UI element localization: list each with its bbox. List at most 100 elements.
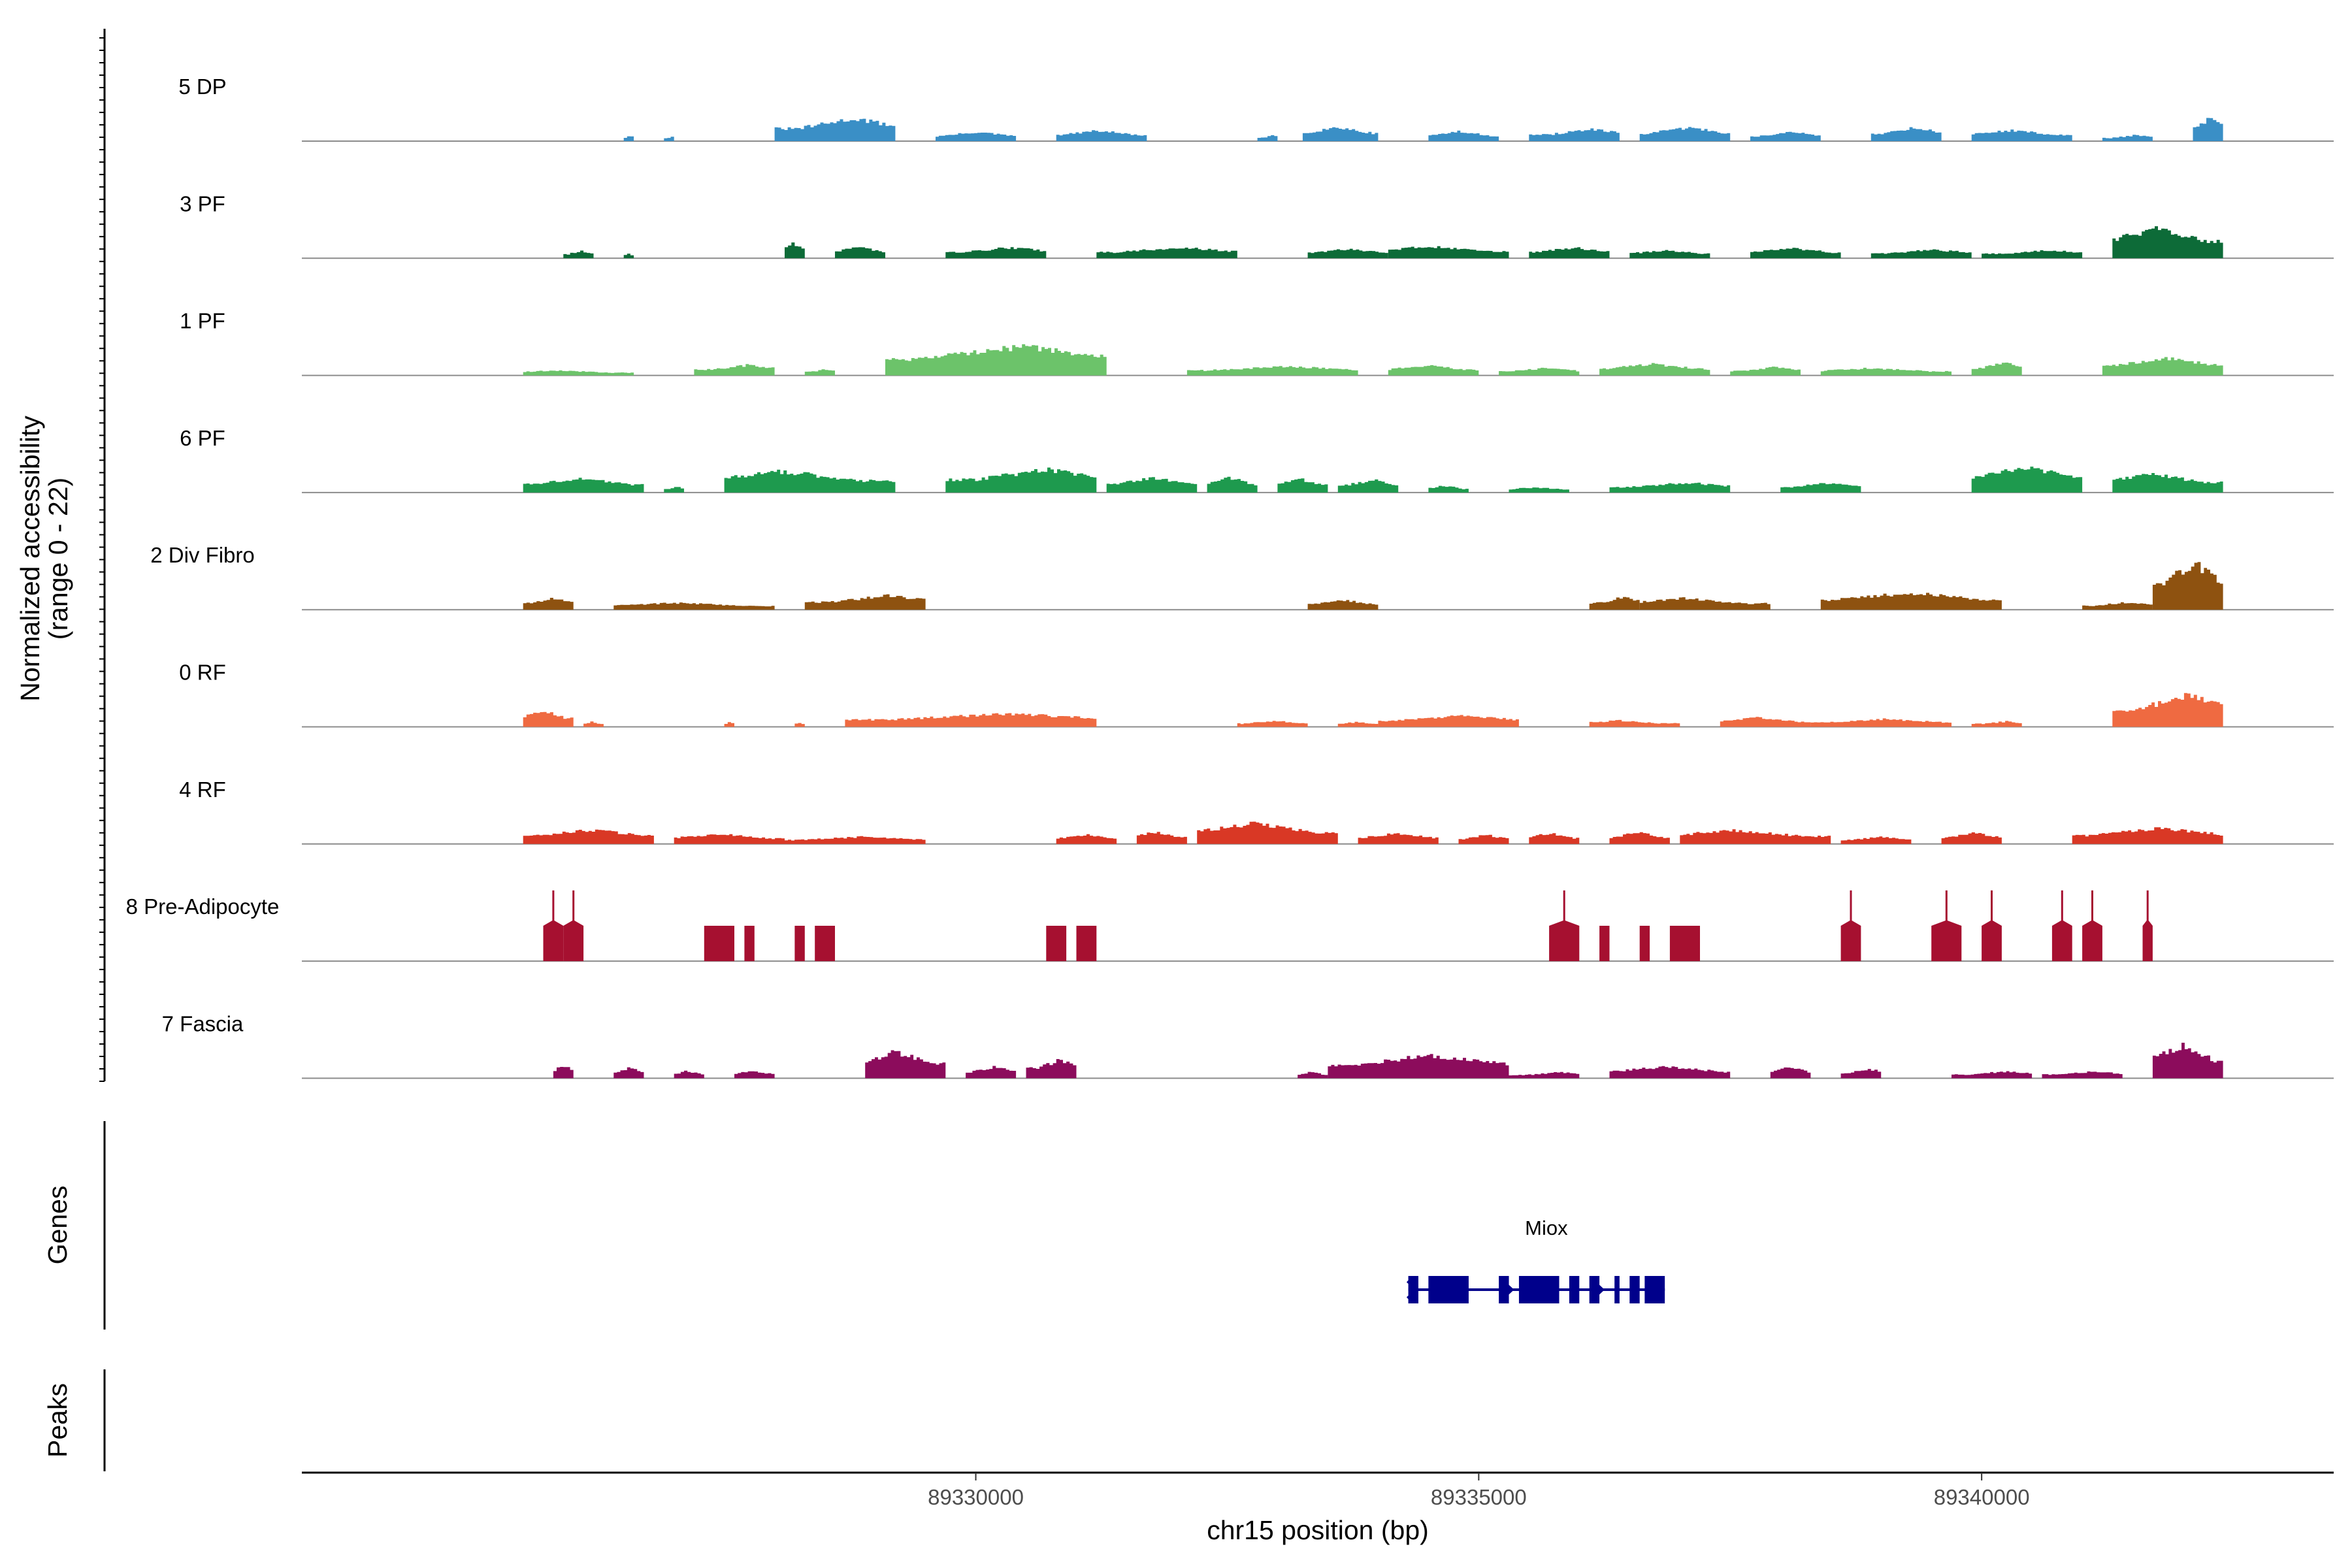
coverage-peak <box>1820 593 2002 610</box>
coverage-peak <box>1529 833 1580 844</box>
track-8: 7 Fascia <box>162 1011 2334 1079</box>
coverage-peak <box>1337 479 1399 493</box>
coverage-peak <box>804 369 835 376</box>
coverage-peak <box>794 926 805 962</box>
coverage-peak <box>2102 357 2223 376</box>
strand-arrow <box>1406 1280 1419 1299</box>
coverage-peak <box>523 598 574 610</box>
coverage-peak <box>1589 596 1640 610</box>
gene-exon <box>1614 1276 1620 1303</box>
coverage-peak <box>1388 365 1479 376</box>
coverage-peak <box>1509 487 1569 493</box>
track-6: 4 RF <box>179 777 2334 845</box>
tracks-group: 5 DP 3 PF 1 PF 6 PF 2 Div Fibro 0 RF 4 RF 8 Pre… <box>126 74 2334 1079</box>
coverage-peak <box>623 136 634 141</box>
coverage-peak <box>1840 1069 1882 1079</box>
coverage-peak <box>563 250 594 259</box>
track-label: 2 Div Fibro <box>150 543 255 567</box>
coverage-peak <box>1298 1071 1328 1079</box>
coverage-peak <box>623 253 634 259</box>
coverage-peak <box>1639 926 1650 962</box>
coverage-peak <box>724 469 896 493</box>
coverage-peak <box>1840 890 1861 962</box>
coverage-peak <box>1307 248 1388 259</box>
coverage-peak <box>553 1067 574 1079</box>
coverage-peak <box>1840 836 1912 844</box>
coverage-peak <box>613 1067 644 1079</box>
x-tick-label: 89340000 <box>1934 1485 2030 1509</box>
gene-exon <box>1644 1276 1665 1303</box>
gene-exon <box>1629 1276 1640 1303</box>
track-label: 3 PF <box>180 191 225 216</box>
coverage-peak <box>1589 719 1680 727</box>
gene-exon <box>1569 1276 1580 1303</box>
coverage-peak <box>1870 127 1942 141</box>
strand-arrow <box>1592 1280 1605 1299</box>
gene-track: Miox <box>1406 1217 1665 1303</box>
strand-arrow <box>1502 1280 1514 1299</box>
coverage-peak <box>945 467 1097 493</box>
coverage-peak <box>1629 250 1710 259</box>
coverage-peak <box>694 364 775 376</box>
coverage-peak <box>1941 832 2002 844</box>
coverage-peak <box>1750 131 1821 141</box>
track-label: 0 RF <box>179 661 226 685</box>
track-3: 6 PF <box>180 426 2334 493</box>
coverage-peak <box>1971 721 2022 727</box>
coverage-peak <box>1609 1066 1731 1079</box>
coverage-peak <box>1931 890 1962 962</box>
coverage-peak <box>845 713 1097 727</box>
coverage-peak <box>2112 693 2223 727</box>
coverage-peak <box>563 890 584 962</box>
coverage-peak <box>1971 466 2083 493</box>
coverage-peak <box>1076 926 1097 962</box>
track-label: 6 PF <box>180 426 225 450</box>
track-label: 4 RF <box>179 777 226 802</box>
coverage-peak <box>2142 890 2153 962</box>
coverage-peak <box>1982 250 2083 259</box>
coverage-peak <box>1609 832 1670 844</box>
gene-exon <box>1499 1276 1509 1303</box>
coverage-peak <box>1302 127 1379 141</box>
y-axis-sublabel: (range 0 - 22) <box>43 478 73 640</box>
coverage-peak <box>865 1050 946 1079</box>
coverage-peak <box>2082 602 2153 610</box>
coverage-peak <box>1971 363 2022 376</box>
coverage-peak <box>1136 832 1187 844</box>
track-5: 0 RF <box>179 661 2334 728</box>
coverage-peak <box>1388 246 1509 259</box>
coverage-peak <box>1599 926 1610 962</box>
coverage-peak <box>1458 834 1509 844</box>
track-2: 1 PF <box>180 309 2334 376</box>
coverage-peak <box>1197 821 1338 844</box>
coverage-peak <box>774 118 896 141</box>
coverage-peak <box>1971 129 2072 141</box>
coverage-peak <box>613 602 775 610</box>
coverage-peak <box>1358 833 1439 844</box>
coverage-peak <box>1046 926 1067 962</box>
coverage-peak <box>1680 829 1831 844</box>
coverage-peak <box>1780 483 1861 493</box>
coverage-peak <box>1639 597 1771 610</box>
coverage-peak <box>945 247 1047 259</box>
coverage-peak <box>523 829 654 844</box>
coverage-peak <box>1639 127 1731 141</box>
coverage-peak <box>1609 482 1731 493</box>
coverage-peak <box>1056 130 1147 141</box>
coverage-peak <box>523 370 634 376</box>
coverage-peak <box>2152 1043 2223 1079</box>
coverage-peak <box>2112 226 2223 259</box>
coverage-peak <box>583 721 604 727</box>
gene-exon <box>1518 1276 1560 1303</box>
coverage-peak <box>1982 890 2002 962</box>
coverage-peak <box>1207 476 1258 493</box>
coverage-peak <box>1106 477 1198 493</box>
coverage-peak <box>2082 890 2102 962</box>
coverage-peak <box>1186 366 1358 376</box>
track-7: 8 Pre-Adipocyte <box>126 890 2334 962</box>
coverage-peak <box>785 242 805 259</box>
coverage-peak <box>835 247 885 259</box>
coverage-peak <box>785 836 926 844</box>
coverage-peak <box>2051 890 2072 962</box>
coverage-peak <box>1307 600 1379 610</box>
